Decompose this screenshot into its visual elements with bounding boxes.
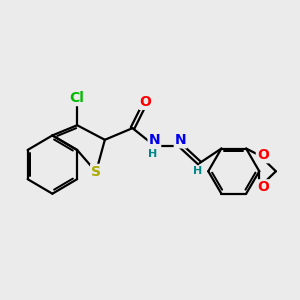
Text: N: N: [148, 134, 160, 147]
Text: Cl: Cl: [70, 91, 85, 105]
Text: O: O: [257, 180, 269, 194]
Text: N: N: [175, 134, 186, 147]
Text: H: H: [194, 166, 203, 176]
Text: O: O: [140, 95, 152, 109]
Text: S: S: [91, 165, 101, 179]
Text: O: O: [257, 148, 269, 162]
Text: H: H: [148, 149, 158, 159]
